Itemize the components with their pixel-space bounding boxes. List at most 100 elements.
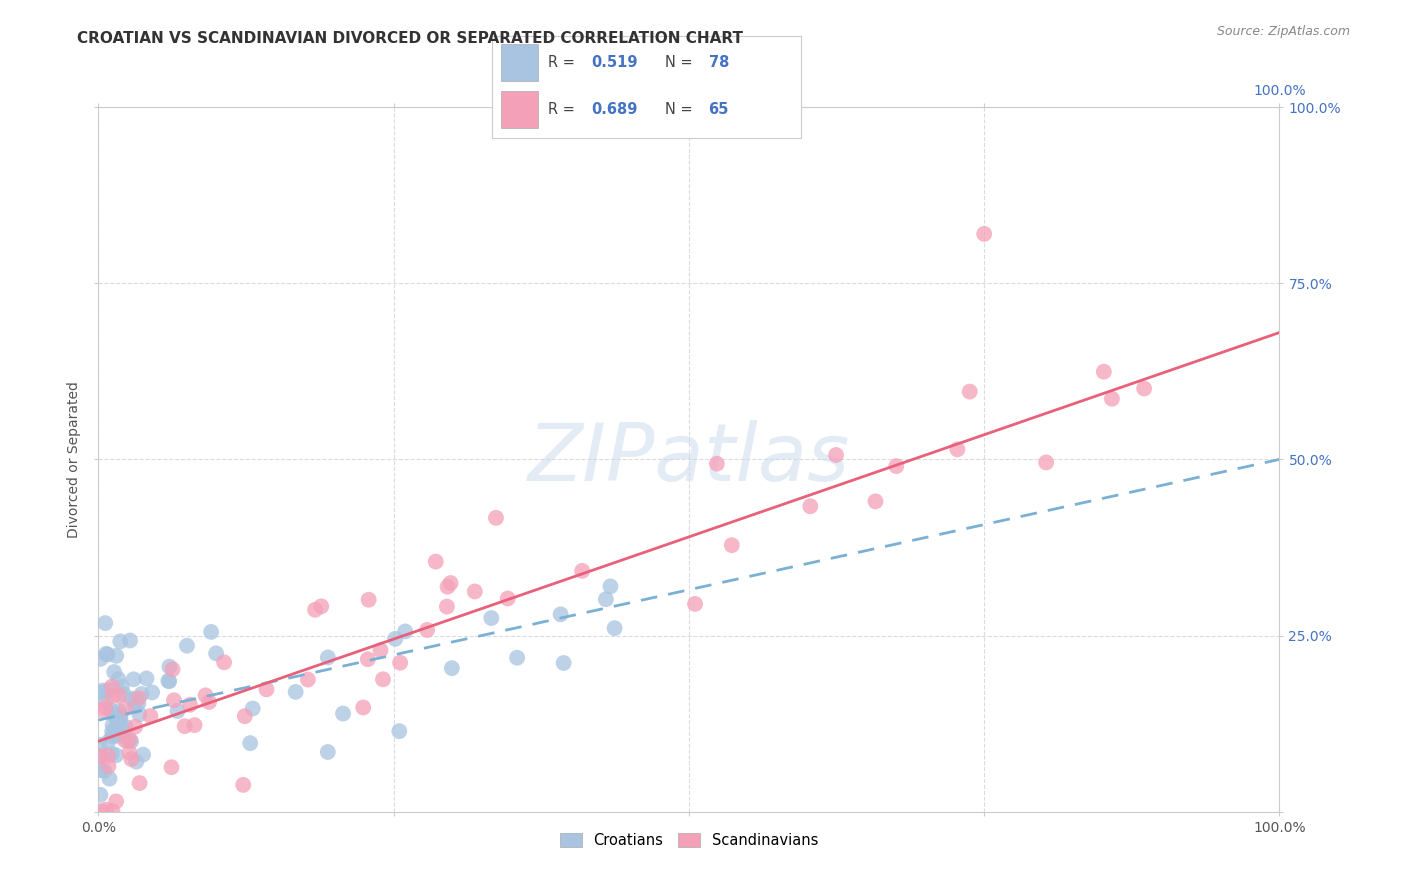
Point	[105, 721, 128, 735]
Point	[439, 576, 461, 591]
Point	[128, 707, 150, 722]
Point	[550, 607, 572, 622]
Point	[496, 591, 519, 606]
Point	[96, 803, 118, 817]
Point	[176, 639, 198, 653]
Point	[304, 603, 326, 617]
Point	[173, 719, 195, 733]
Point	[94, 700, 117, 714]
Point	[100, 704, 122, 718]
Point	[297, 673, 319, 687]
Point	[111, 680, 134, 694]
Point	[120, 734, 142, 748]
Point	[242, 701, 264, 715]
Point	[89, 748, 111, 763]
Point	[440, 661, 463, 675]
Point	[124, 699, 146, 714]
Point	[205, 646, 228, 660]
Point	[101, 747, 124, 761]
Point	[107, 729, 129, 743]
Bar	[502, 91, 538, 128]
Point	[157, 673, 180, 688]
Text: R =: R =	[548, 102, 579, 117]
Point	[1035, 455, 1057, 469]
Point	[89, 788, 111, 802]
Point	[370, 643, 392, 657]
Point	[316, 650, 339, 665]
Point	[103, 726, 125, 740]
Point	[371, 673, 394, 687]
Text: N =: N =	[665, 54, 697, 70]
Bar	[502, 44, 538, 81]
Point	[117, 734, 139, 748]
Point	[571, 564, 593, 578]
Point	[394, 624, 416, 639]
Point	[946, 442, 969, 457]
Point	[388, 724, 411, 739]
Point	[1092, 365, 1115, 379]
Point	[104, 728, 127, 742]
Point	[101, 680, 124, 694]
Point	[90, 804, 112, 818]
Text: R =: R =	[548, 54, 579, 70]
Point	[179, 698, 201, 712]
Point	[105, 794, 128, 808]
Point	[127, 697, 149, 711]
Point	[122, 673, 145, 687]
Point	[683, 597, 706, 611]
Point	[89, 738, 111, 752]
Point	[114, 720, 136, 734]
Point	[233, 709, 256, 723]
Point	[160, 760, 183, 774]
Point	[1101, 392, 1123, 406]
Point	[103, 665, 125, 679]
Point	[114, 733, 136, 747]
Point	[94, 694, 117, 708]
Text: 78: 78	[709, 54, 728, 70]
Point	[105, 648, 128, 663]
Text: 0.519: 0.519	[591, 54, 637, 70]
Point	[316, 745, 339, 759]
Point	[284, 685, 307, 699]
Point	[135, 672, 157, 686]
Point	[97, 683, 120, 698]
Point	[357, 652, 380, 666]
Point	[332, 706, 354, 721]
Point	[884, 459, 907, 474]
Point	[110, 720, 132, 734]
Point	[118, 733, 141, 747]
Point	[239, 736, 262, 750]
Point	[425, 555, 447, 569]
Point	[104, 722, 127, 736]
Point	[389, 656, 412, 670]
Point	[157, 674, 180, 689]
Point	[101, 804, 124, 818]
Text: 0.689: 0.689	[591, 102, 637, 117]
Text: N =: N =	[665, 102, 697, 117]
Point	[212, 656, 235, 670]
Point	[97, 748, 120, 763]
Point	[706, 457, 728, 471]
Point	[132, 747, 155, 762]
Point	[825, 448, 848, 462]
Text: 65: 65	[709, 102, 728, 117]
Point	[108, 717, 131, 731]
Point	[128, 691, 150, 706]
Point	[128, 776, 150, 790]
Point	[118, 746, 141, 760]
Point	[141, 685, 163, 699]
Point	[97, 648, 120, 662]
Point	[90, 685, 112, 699]
Point	[98, 772, 121, 786]
Point	[603, 621, 626, 635]
Point	[599, 579, 621, 593]
Point	[198, 695, 221, 709]
Point	[107, 672, 129, 686]
Point	[384, 632, 406, 646]
Point	[162, 662, 184, 676]
Legend: Croatians, Scandinavians: Croatians, Scandinavians	[554, 827, 824, 854]
Point	[105, 711, 128, 725]
Point	[91, 703, 114, 717]
Point	[121, 691, 143, 706]
Point	[108, 688, 131, 702]
